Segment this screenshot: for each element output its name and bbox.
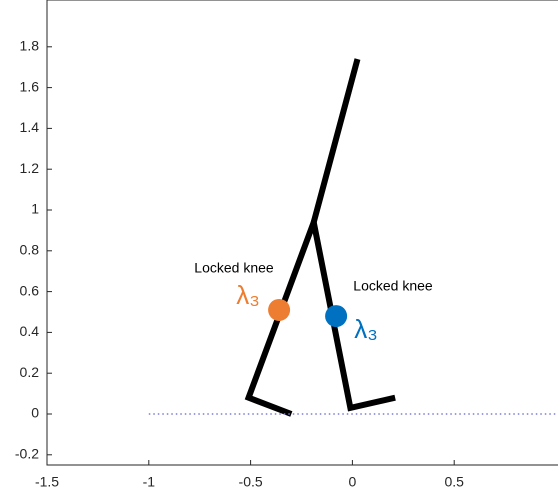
x-tick-label: -0.5: [239, 474, 263, 490]
x-tick-label: -1: [143, 474, 156, 490]
point: [268, 299, 290, 321]
point: [325, 305, 347, 327]
plot-area: [47, 0, 558, 465]
y-tick-label: 1.8: [20, 38, 40, 54]
y-tick-label: 0.8: [20, 242, 40, 258]
y-tick-label: 1.2: [20, 160, 40, 176]
y-tick-label: -0.2: [15, 446, 39, 462]
y-tick-label: 1.6: [20, 78, 40, 94]
y-tick-label: 0.6: [20, 282, 40, 298]
y-tick-label: 0.4: [20, 323, 40, 339]
y-tick-label: 0.2: [20, 364, 40, 380]
y-tick-label: 1: [31, 201, 39, 217]
x-tick-label: 0: [349, 474, 357, 490]
y-tick-label: 0: [31, 405, 39, 421]
y-tick-label: 1.4: [20, 119, 40, 135]
chart: -0.2 0 0.2 0.4 0.6 0.8 1 1.2 1.4 1.6 1.8 -1.5 -1 -0.5…: [0, 0, 558, 495]
annotation: Locked knee: [194, 260, 274, 276]
annotation: λ₃: [354, 314, 378, 344]
annotation: λ₃: [236, 280, 260, 310]
x-tick-label: -1.5: [35, 474, 59, 490]
x-tick-label: 0.5: [444, 474, 464, 490]
annotation: Locked knee: [353, 278, 433, 294]
